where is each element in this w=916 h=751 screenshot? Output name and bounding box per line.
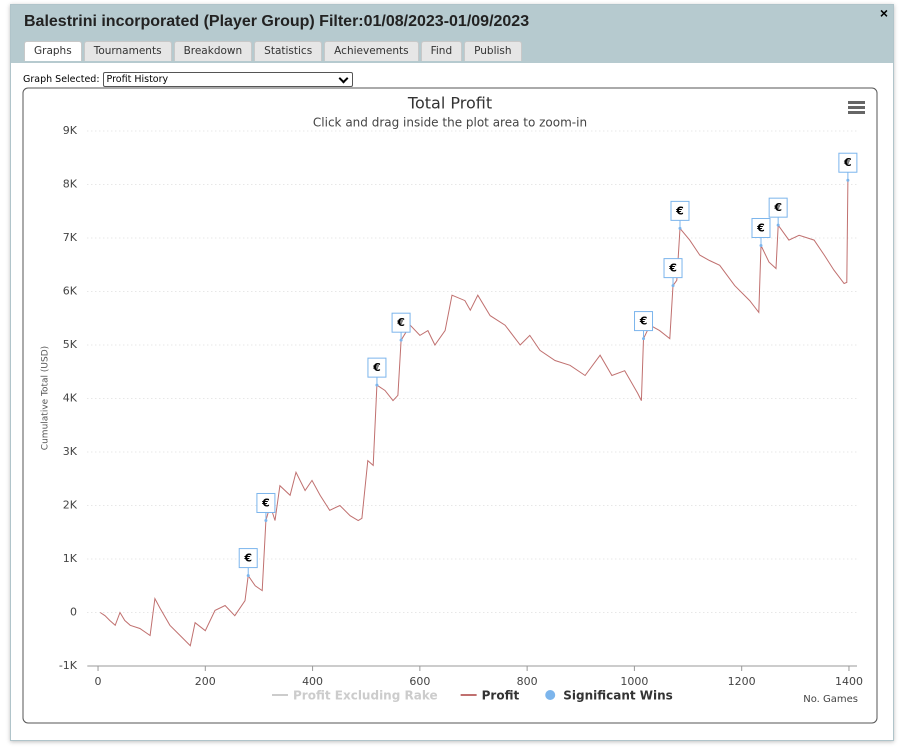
x-tick-label: 1200: [728, 675, 756, 688]
tab-bar: Graphs Tournaments Breakdown Statistics Achi…: [24, 41, 522, 61]
x-axis-title: No. Games: [803, 694, 858, 705]
legend-symbol: [545, 690, 556, 700]
tab[interactable]: Find: [420, 41, 463, 61]
flag-box: [238, 548, 258, 569]
tab[interactable]: Achievements: [324, 41, 419, 61]
tab[interactable]: Graphs: [24, 41, 82, 61]
title-bar: Balestrini incorporated (Player Group) F…: [11, 5, 893, 63]
flag-box: [391, 312, 411, 333]
y-tick-label: 3K: [63, 445, 78, 458]
legend-item[interactable]: Profit Excluding Rake: [272, 689, 438, 703]
window-title: Balestrini incorporated (Player Group) F…: [24, 13, 530, 30]
significant-win-flag: €: [367, 357, 387, 387]
window: Balestrini incorporated (Player Group) F…: [10, 4, 894, 741]
flag-box: [367, 357, 387, 378]
chart-frame: [22, 87, 878, 724]
flag-label: €: [668, 262, 677, 275]
y-tick-label: 6K: [63, 285, 78, 298]
y-tick-label: 8K: [63, 178, 78, 191]
x-tick-label: 800: [517, 675, 538, 688]
x-tick-label: 0: [95, 675, 102, 688]
x-tick-label: 1400: [835, 675, 863, 688]
flag-box: [256, 492, 276, 513]
significant-win-flag: €: [256, 492, 276, 522]
significant-win-point: [671, 284, 675, 288]
y-tick-label: 5K: [63, 338, 78, 351]
legend-label: Profit Excluding Rake: [293, 689, 438, 703]
flag-label: €: [675, 204, 684, 217]
significant-win-flag: €: [670, 200, 690, 230]
significant-win-flag: €: [768, 197, 788, 227]
significant-win-flag: €: [838, 152, 858, 182]
menu-button[interactable]: [848, 101, 865, 114]
y-tick-label: 0: [70, 606, 77, 619]
legend-label: Profit: [482, 689, 520, 703]
flag-box: [663, 258, 683, 279]
legend-item[interactable]: Significant Wins: [545, 689, 673, 703]
close-button[interactable]: ×: [879, 5, 888, 21]
chart-subtitle: Click and drag inside the plot area to z…: [313, 116, 587, 130]
tab[interactable]: Statistics: [254, 41, 323, 61]
chart-title: Total Profit: [407, 94, 492, 113]
flag-label: €: [843, 156, 852, 169]
tab[interactable]: Tournaments: [83, 41, 172, 61]
flag-box: [768, 197, 788, 218]
flag-label: €: [372, 361, 381, 374]
flag-box: [670, 200, 690, 221]
legend-label: Significant Wins: [563, 689, 673, 703]
significant-win-point: [399, 338, 403, 342]
y-tick-label: 1K: [63, 552, 78, 565]
significant-win-point: [642, 337, 646, 341]
profit-line: [99, 180, 849, 647]
significant-win-point: [759, 243, 763, 247]
significant-win-point: [375, 383, 379, 387]
x-tick-label: 200: [195, 675, 216, 688]
y-axis-title: Cumulative Total (USD): [41, 346, 51, 450]
significant-win-flag: €: [751, 217, 771, 247]
flag-label: €: [243, 552, 252, 565]
graph-selector: Graph Selected: Profit History: [23, 72, 353, 87]
y-tick-label: -1K: [59, 659, 78, 672]
flag-box: [751, 217, 771, 238]
selector-label: Graph Selected:: [23, 74, 100, 85]
x-tick-label: 600: [409, 675, 430, 688]
significant-win-point: [846, 178, 850, 182]
significant-win-flag: €: [391, 312, 411, 342]
significant-win-flag: €: [663, 258, 683, 288]
flag-label: €: [756, 221, 765, 234]
flag-box: [634, 311, 654, 332]
graph-dropdown[interactable]: Profit History: [102, 72, 353, 87]
tab[interactable]: Publish: [464, 41, 522, 61]
tab[interactable]: Breakdown: [173, 41, 253, 61]
flag-label: €: [639, 315, 648, 328]
y-tick-label: 4K: [63, 392, 78, 405]
flag-box: [838, 152, 858, 173]
significant-win-point: [264, 518, 268, 522]
flag-label: €: [261, 496, 270, 509]
significant-win-point: [678, 226, 682, 230]
legend-item[interactable]: Profit: [460, 689, 520, 703]
y-tick-label: 9K: [63, 124, 78, 137]
significant-win-point: [246, 574, 250, 578]
x-tick-label: 1000: [620, 675, 648, 688]
x-tick-label: 400: [302, 675, 323, 688]
y-tick-label: 2K: [63, 499, 78, 512]
flag-label: €: [396, 316, 405, 329]
y-tick-label: 7K: [63, 231, 78, 244]
flag-label: €: [773, 201, 782, 214]
significant-win-flag: €: [238, 548, 258, 578]
significant-win-flag: €: [634, 311, 654, 341]
significant-win-point: [776, 223, 780, 227]
